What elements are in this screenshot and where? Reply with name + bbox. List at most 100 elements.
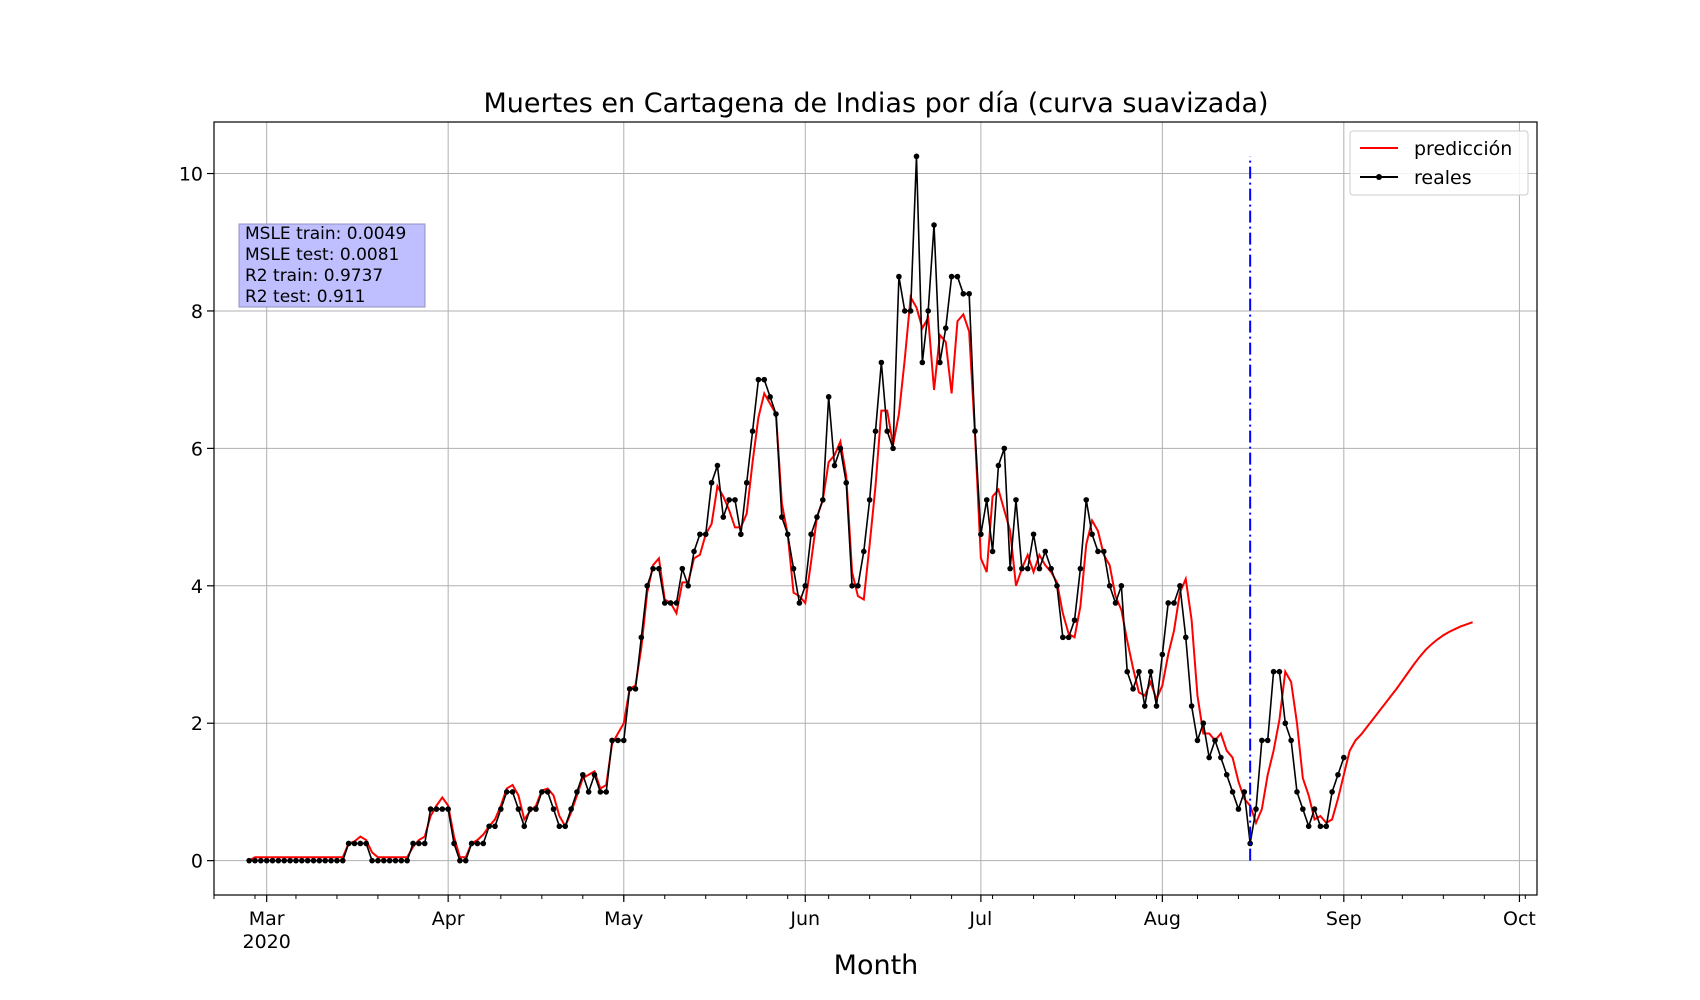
real-point [539, 789, 545, 795]
real-point [427, 806, 434, 812]
real-point [837, 445, 844, 452]
real-point [357, 840, 364, 847]
real-point [831, 462, 838, 469]
real-point [954, 273, 961, 280]
real-point [901, 308, 908, 314]
real-point [498, 806, 504, 812]
real-point [1241, 789, 1248, 795]
real-point [1077, 565, 1084, 572]
real-point [1311, 806, 1318, 812]
real-point [310, 857, 317, 864]
real-point [550, 806, 557, 812]
x-tick-label: Jul [968, 908, 992, 930]
real-point [937, 359, 943, 366]
real-point [386, 857, 393, 864]
real-point [544, 789, 551, 795]
y-tick-label: 4 [191, 576, 203, 598]
real-point [597, 789, 604, 795]
real-point [1118, 583, 1125, 589]
real-point [1007, 565, 1013, 572]
stats-line: MSLE test: 0.0081 [245, 245, 399, 265]
real-point [474, 840, 481, 847]
real-point [1335, 771, 1341, 778]
legend[interactable]: predicción reales [1349, 130, 1529, 196]
real-point [580, 771, 586, 778]
grid [214, 122, 1537, 895]
real-point [913, 153, 920, 160]
real-point [1112, 600, 1119, 606]
real-point [1188, 703, 1195, 709]
real-point [620, 737, 627, 744]
real-point [375, 857, 381, 864]
real-point [1194, 737, 1201, 744]
real-point [942, 325, 949, 331]
real-point [304, 857, 311, 864]
real-point [1317, 823, 1324, 830]
x-tick-label: Sep [1326, 908, 1362, 930]
real-point [767, 394, 773, 400]
real-point [533, 806, 539, 812]
real-point [738, 531, 744, 538]
real-point [872, 428, 879, 435]
real-point [1147, 668, 1154, 675]
real-point [808, 531, 814, 538]
real-point [896, 273, 902, 280]
real-point [1305, 823, 1312, 830]
real-point [1060, 634, 1066, 641]
real-point [1024, 565, 1031, 572]
real-point [263, 857, 270, 864]
real-point [995, 462, 1002, 469]
real-point [849, 583, 855, 589]
real-point [1229, 789, 1236, 795]
real-point [796, 600, 803, 606]
real-point [451, 840, 457, 847]
real-point [1264, 737, 1271, 744]
real-point [380, 857, 387, 864]
real-point [281, 857, 288, 864]
x-axis-label: Month [834, 950, 919, 981]
real-point [726, 497, 732, 503]
real-point [1218, 754, 1224, 761]
real-point [960, 290, 967, 297]
x-tick-label: Mar [249, 908, 285, 930]
real-point [299, 857, 305, 864]
y-tick-label: 6 [191, 438, 203, 460]
real-point [714, 462, 721, 469]
real-point [492, 823, 498, 830]
y-tick-label: 2 [191, 713, 203, 735]
stats-box: MSLE train: 0.0049 MSLE test: 0.0081 R2 … [238, 223, 426, 308]
y-tick-label: 8 [191, 301, 203, 323]
real-point [732, 497, 738, 503]
real-point [1065, 634, 1072, 641]
real-point [252, 857, 258, 864]
real-point [820, 497, 826, 503]
x-tick-label: Jun [789, 908, 820, 930]
real-point [433, 806, 440, 812]
real-point [1013, 497, 1019, 503]
real-point [761, 376, 768, 383]
real-point [562, 823, 569, 830]
real-point [626, 686, 633, 692]
real-point [1329, 789, 1335, 795]
real-point [691, 548, 697, 555]
real-point [1171, 600, 1177, 606]
real-point [1153, 703, 1160, 709]
real-point [486, 823, 492, 830]
real-point [462, 857, 469, 864]
real-point [1042, 548, 1049, 555]
stats-line: MSLE train: 0.0049 [245, 224, 406, 244]
real-point [650, 565, 656, 572]
real-point [1212, 737, 1218, 744]
real-point [293, 857, 299, 864]
real-point [931, 222, 937, 228]
real-point [1253, 806, 1259, 812]
real-point [1206, 754, 1212, 761]
real-point [673, 600, 680, 606]
real-point [644, 583, 650, 589]
real-point [702, 531, 709, 538]
real-point [667, 600, 674, 606]
real-point [638, 634, 645, 641]
real-point [866, 497, 873, 503]
